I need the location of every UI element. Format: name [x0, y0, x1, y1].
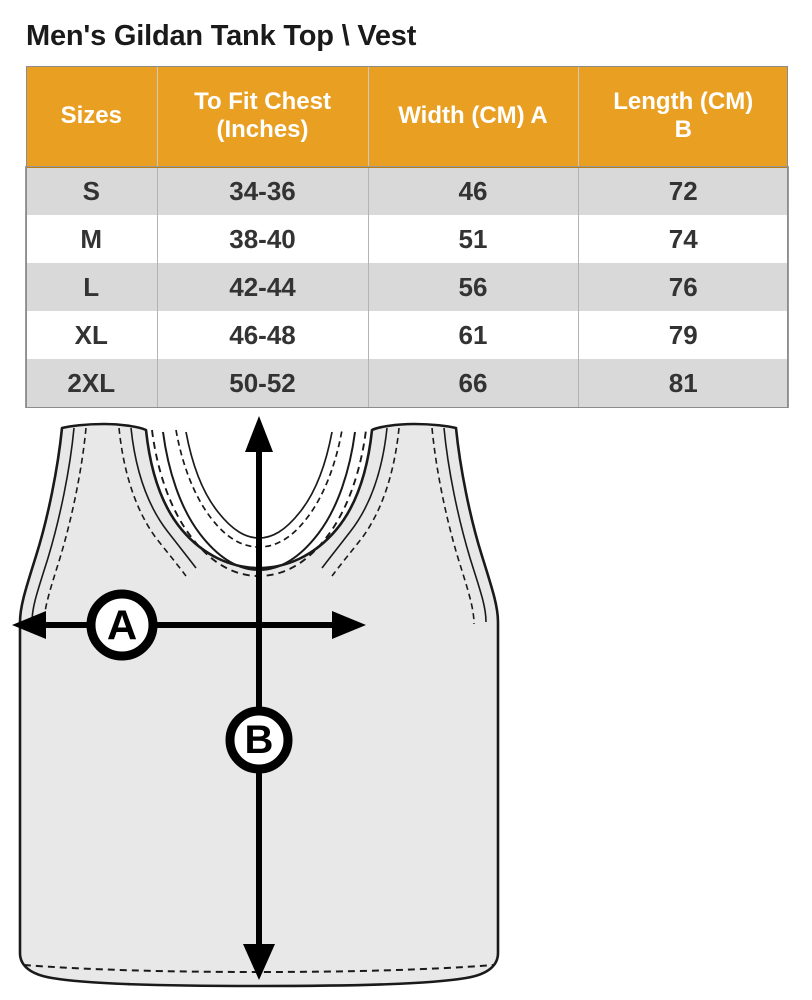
column-header-width: Width (CM) A — [368, 66, 579, 168]
hem-group — [23, 964, 495, 974]
armhole-left-outer-seam — [31, 427, 75, 623]
cell-chest: 38-40 — [157, 215, 369, 263]
cell-width: 61 — [368, 311, 579, 359]
cell-chest: 46-48 — [157, 311, 369, 359]
cell-size: M — [26, 215, 158, 263]
table-header-row: Sizes To Fit Chest (Inches) Width (CM) A… — [26, 66, 788, 168]
cell-length: 76 — [578, 263, 788, 311]
armhole-right-outer-stitch — [431, 427, 475, 625]
armhole-group — [31, 427, 487, 625]
table-row: XL 46-48 61 79 — [26, 311, 788, 359]
marker-a-badge: A — [86, 589, 158, 661]
column-header-width-label: Width (CM) A — [398, 101, 548, 129]
marker-b-label: B — [245, 718, 274, 762]
tank-top-diagram: A B — [12, 416, 500, 988]
armhole-left-outer-stitch — [43, 427, 87, 625]
table-row: 2XL 50-52 66 81 — [26, 359, 788, 407]
cell-chest: 34-36 — [157, 167, 369, 215]
cell-width: 66 — [368, 359, 579, 407]
marker-b-circle — [225, 706, 293, 774]
measure-a-arrowhead-left — [12, 611, 46, 639]
column-header-length: Length (CM) B — [578, 66, 788, 168]
measure-b-arrow — [243, 416, 275, 980]
column-header-length-line1: Length (CM) — [613, 87, 754, 115]
cell-size: L — [26, 263, 158, 311]
column-header-length-line2: B — [674, 116, 692, 143]
table-row: M 38-40 51 74 — [26, 215, 788, 263]
marker-a-circle — [86, 589, 158, 661]
marker-b-badge: B — [225, 706, 293, 774]
hem-stitch-dashed — [23, 964, 495, 974]
armhole-left-inner-seam — [130, 427, 197, 569]
page-title: Men's Gildan Tank Top \ Vest — [26, 20, 417, 52]
table-row: S 34-36 46 72 — [26, 167, 788, 215]
armhole-right-inner-seam — [321, 427, 388, 569]
measure-a-arrowhead-right — [332, 611, 366, 639]
cell-size: S — [26, 167, 158, 215]
armhole-right-outer-seam — [443, 427, 487, 623]
column-header-sizes-label: Sizes — [60, 101, 122, 129]
marker-a-label: A — [107, 602, 137, 649]
cell-length: 74 — [578, 215, 788, 263]
armhole-left-inner-stitch — [118, 427, 187, 577]
column-header-sizes: Sizes — [26, 66, 158, 168]
cell-width: 56 — [368, 263, 579, 311]
column-header-chest-line2: (Inches) — [216, 116, 309, 143]
cell-size: XL — [26, 311, 158, 359]
column-header-chest-line1: To Fit Chest — [194, 87, 331, 115]
table-row: L 42-44 56 76 — [26, 263, 788, 311]
measure-b-arrowhead-top — [245, 416, 273, 452]
cell-width: 51 — [368, 215, 579, 263]
cell-chest: 50-52 — [157, 359, 369, 407]
armhole-right-inner-stitch — [331, 427, 400, 577]
column-header-chest: To Fit Chest (Inches) — [157, 66, 369, 168]
size-chart-table: Sizes To Fit Chest (Inches) Width (CM) A… — [25, 66, 789, 408]
cell-length: 72 — [578, 167, 788, 215]
cell-length: 79 — [578, 311, 788, 359]
cell-length: 81 — [578, 359, 788, 407]
cell-width: 46 — [368, 167, 579, 215]
measure-b-arrowhead-bottom — [243, 944, 275, 980]
cell-size: 2XL — [26, 359, 158, 407]
cell-chest: 42-44 — [157, 263, 369, 311]
